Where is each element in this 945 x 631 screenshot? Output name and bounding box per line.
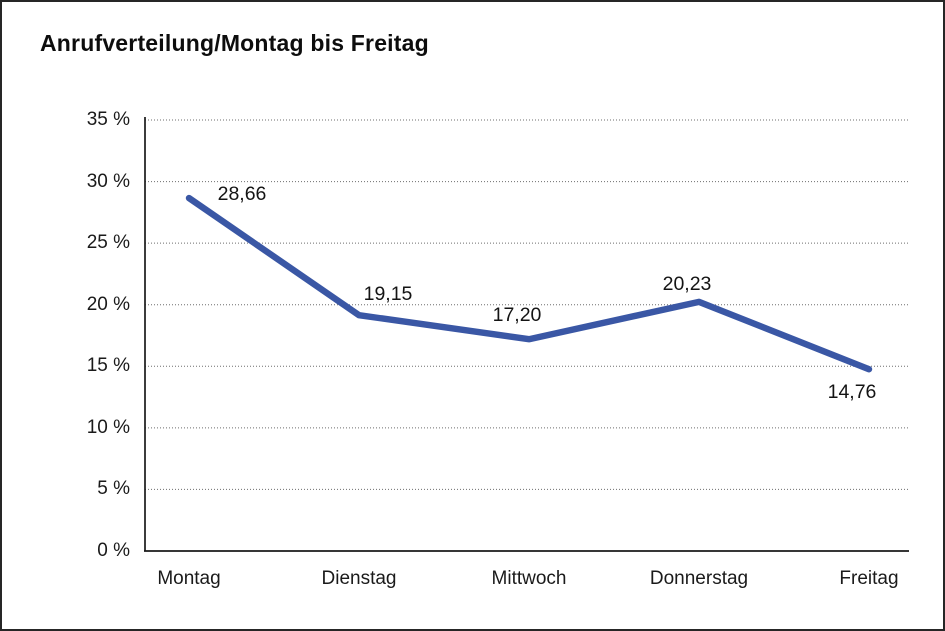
data-point-value-label: 28,66 — [217, 183, 267, 206]
y-axis-tick-label: 5 % — [97, 478, 130, 500]
y-axis-tick-label: 30 % — [86, 170, 130, 192]
y-axis-tick-label: 0 % — [97, 540, 130, 561]
x-axis-category-label: Montag — [157, 568, 221, 589]
data-point-value-label: 17,20 — [492, 304, 542, 327]
y-axis-tick-label: 20 % — [86, 293, 130, 315]
data-point-value-label: 20,23 — [662, 272, 712, 295]
x-axis-category-label: Freitag — [839, 568, 899, 589]
y-axis-tick-label: 35 % — [86, 109, 130, 130]
y-axis-tick-label: 15 % — [86, 355, 130, 377]
x-axis-category-label: Dienstag — [321, 568, 397, 589]
y-axis-tick-label: 10 % — [86, 416, 130, 438]
x-axis-category-label: Donnerstag — [649, 568, 749, 589]
data-point-value-label: 19,15 — [363, 283, 413, 306]
y-axis-tick-label: 25 % — [86, 232, 130, 254]
x-axis-category-label: Mittwoch — [491, 568, 567, 589]
data-series-line — [185, 194, 873, 373]
data-point-value-label: 14,76 — [827, 381, 877, 404]
chart-title: Anrufverteilung/Montag bis Freitag — [40, 30, 429, 56]
